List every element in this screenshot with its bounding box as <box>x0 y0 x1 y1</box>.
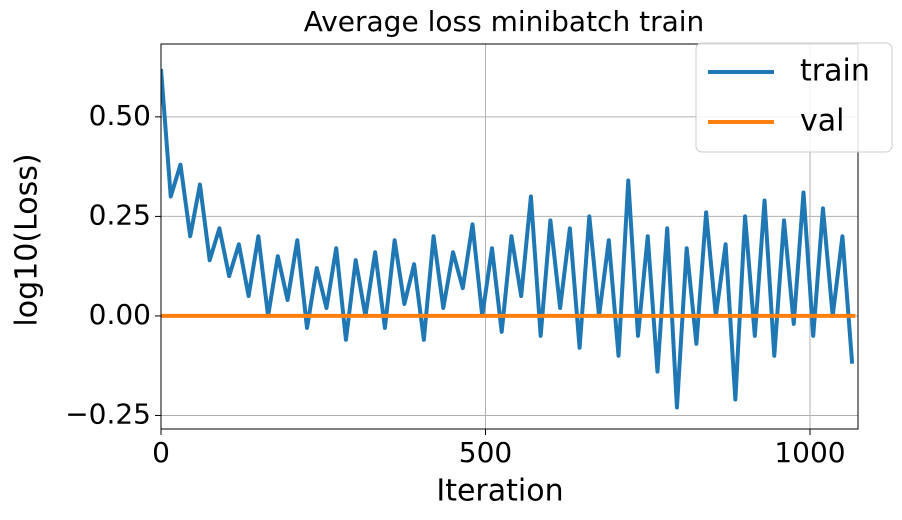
x-tick-label: 1000 <box>774 436 845 469</box>
legend-label: val <box>800 104 844 139</box>
y-tick-label: 0.00 <box>89 298 151 331</box>
chart-title: Average loss minibatch train <box>304 5 705 38</box>
series-line <box>161 68 855 410</box>
y-tick-label: 0.50 <box>89 99 151 132</box>
legend-label: train <box>800 54 870 89</box>
x-tick-label: 0 <box>152 436 170 469</box>
y-tick-label: 0.25 <box>89 198 151 231</box>
x-axis-label: Iteration <box>436 474 563 509</box>
y-tick-label: −0.25 <box>65 397 151 430</box>
x-tick-label: 500 <box>459 436 512 469</box>
plot-frame <box>160 43 859 430</box>
y-axis-label: log10(Loss) <box>10 153 45 326</box>
